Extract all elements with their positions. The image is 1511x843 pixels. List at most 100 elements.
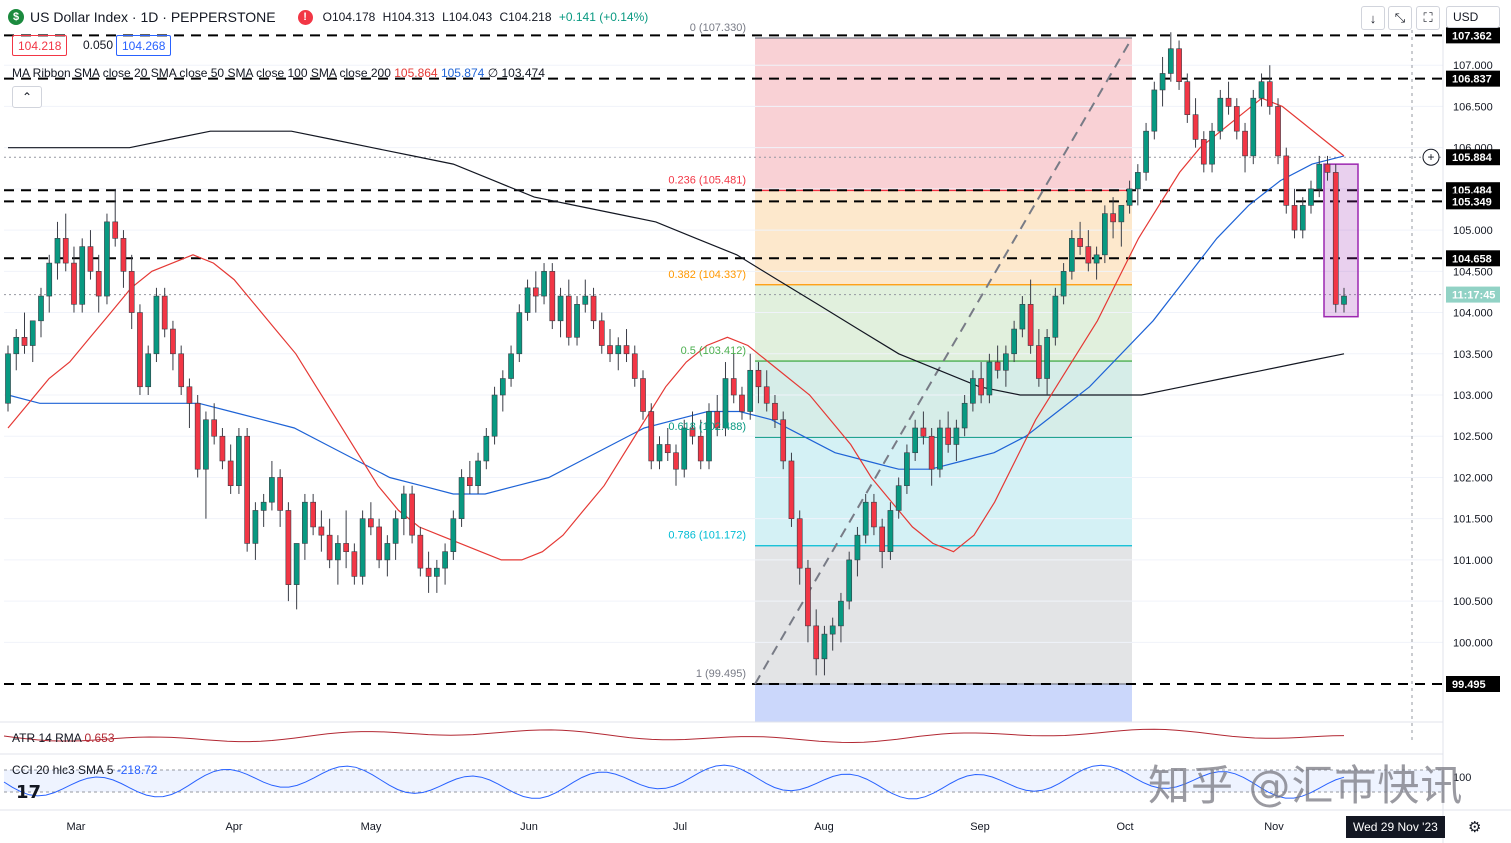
candle-body [475, 460, 481, 487]
tradingview-logo[interactable]: 17 [16, 782, 42, 803]
cci-band [4, 770, 1443, 792]
currency-select[interactable]: USD [1446, 6, 1500, 28]
candle-body [978, 378, 984, 396]
candle-body [359, 518, 366, 577]
candle [1044, 329, 1050, 396]
candle-body [293, 543, 300, 585]
candle-body [219, 435, 226, 462]
candle-body [1332, 172, 1339, 305]
symbol-header[interactable]: $ US Dollar Index · 1D · PEPPERSTONE ! O… [8, 6, 652, 28]
candle-body [871, 501, 877, 528]
candle [631, 345, 638, 387]
candle-body [137, 312, 143, 388]
candle [79, 238, 86, 313]
candle [1093, 246, 1100, 280]
candle [499, 370, 506, 412]
candle-body [706, 411, 712, 462]
high-value: H104.313 [382, 10, 435, 24]
candle-body [862, 501, 869, 536]
candle [491, 386, 498, 445]
candle-body [194, 402, 201, 470]
ma-ribbon-label: MA Ribbon SMA close 20 SMA close 50 SMA … [12, 66, 391, 80]
candle-body [623, 345, 630, 355]
candle [211, 403, 218, 445]
level-badge-bg [1446, 70, 1500, 87]
sell-price-box[interactable]: 104.218 [12, 35, 68, 56]
candle [1167, 32, 1174, 82]
candle [1275, 98, 1281, 165]
candle [1151, 81, 1158, 140]
candle-body [38, 295, 44, 322]
candle-body [664, 444, 671, 454]
snapshot-button[interactable]: ⛶ [1416, 6, 1440, 30]
ma-ribbon-legend[interactable]: MA Ribbon SMA close 20 SMA close 50 SMA … [12, 66, 545, 80]
cci-legend[interactable]: CCI 20 hlc3 SMA 5 -218.72 [12, 763, 157, 777]
candle [87, 230, 94, 280]
candle [112, 188, 119, 247]
fib-zone-extension [755, 684, 1132, 722]
fullscreen-button[interactable]: ⤡ [1388, 6, 1412, 30]
candle [194, 395, 201, 478]
date-badge: Wed 29 Nov '23 [1346, 816, 1445, 838]
candle [1291, 188, 1298, 239]
candle [805, 559, 811, 643]
gear-icon[interactable]: ⚙ [1468, 819, 1482, 836]
candle-body [838, 600, 844, 627]
candle [895, 477, 902, 519]
candle-body [104, 221, 110, 297]
price-axis-bg [1443, 0, 1511, 843]
buy-price-box[interactable]: 104.268 [116, 35, 172, 56]
candle [170, 320, 176, 371]
candle [1184, 73, 1191, 123]
month-label: Jul [673, 821, 687, 833]
candle [1126, 180, 1133, 214]
scroll-down-button[interactable]: ↓ [1361, 6, 1385, 30]
candle-body [186, 386, 193, 404]
candle-body [1085, 246, 1092, 264]
candle-body [590, 295, 597, 322]
collapse-legend-button[interactable]: ⌃ [12, 86, 42, 108]
candle [450, 510, 457, 560]
price-tick-label: 106.500 [1453, 101, 1493, 113]
change-value: +0.141 (+0.14%) [558, 10, 649, 24]
plus-icon: + [1427, 150, 1434, 164]
candle [598, 312, 605, 354]
month-label: Mar [67, 821, 86, 833]
candle-body [1077, 238, 1083, 247]
cci-line [3, 764, 1345, 800]
candle [401, 485, 407, 536]
candle-body [689, 427, 696, 437]
candle [1242, 122, 1248, 173]
candle [285, 502, 292, 602]
candle-body [1225, 97, 1232, 107]
candle [13, 329, 20, 371]
candle [137, 304, 143, 396]
candle [95, 254, 102, 313]
sma50-line [7, 155, 1345, 495]
price-tick-label: 100.000 [1453, 637, 1493, 649]
symbol-title[interactable]: US Dollar Index · 1D · PEPPERSTONE [30, 9, 276, 25]
candle-body [1036, 345, 1042, 379]
candle [310, 493, 316, 536]
candle-body [739, 394, 745, 412]
candle-body [433, 567, 440, 577]
sma100-value: ∅ [487, 66, 499, 80]
candle [104, 213, 110, 305]
open-value: O104.178 [322, 10, 376, 24]
candle-body [1316, 163, 1323, 190]
candle-body [161, 295, 168, 330]
candle [697, 419, 704, 470]
cci-label: CCI 20 hlc3 SMA 5 [12, 763, 114, 777]
candle [252, 502, 259, 560]
candle-body [879, 526, 886, 552]
candle-body [277, 477, 283, 511]
candle [1324, 155, 1331, 181]
alert-icon[interactable]: ! [297, 9, 313, 25]
price-tick-label: 104.000 [1453, 308, 1493, 320]
candle [1209, 122, 1215, 173]
candle [1159, 56, 1166, 107]
month-label: Oct [1116, 821, 1133, 833]
atr-legend[interactable]: ATR 14 RMA 0.653 [12, 731, 115, 745]
candle [326, 518, 333, 569]
